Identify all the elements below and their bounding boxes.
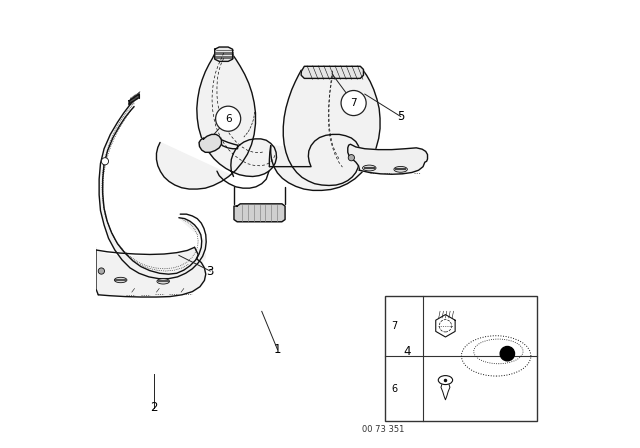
Polygon shape — [348, 144, 428, 174]
Polygon shape — [96, 247, 206, 297]
Text: 7: 7 — [350, 98, 357, 108]
Circle shape — [101, 158, 109, 165]
Circle shape — [500, 346, 515, 361]
Polygon shape — [271, 70, 380, 190]
Ellipse shape — [115, 277, 127, 283]
Bar — [385, 296, 538, 421]
Text: 00 73 351: 00 73 351 — [362, 425, 404, 434]
Polygon shape — [215, 47, 233, 61]
Polygon shape — [129, 94, 139, 104]
Text: 2: 2 — [150, 401, 158, 414]
Circle shape — [341, 90, 366, 116]
Text: 6: 6 — [392, 383, 398, 393]
Polygon shape — [99, 101, 206, 279]
Ellipse shape — [157, 279, 170, 284]
Polygon shape — [199, 134, 221, 152]
Ellipse shape — [394, 167, 408, 172]
Circle shape — [348, 155, 355, 161]
Ellipse shape — [438, 375, 452, 384]
Text: 3: 3 — [207, 264, 214, 278]
Circle shape — [99, 268, 104, 274]
Circle shape — [216, 106, 241, 131]
Text: 5: 5 — [397, 110, 404, 123]
Polygon shape — [234, 204, 285, 222]
Polygon shape — [157, 54, 276, 189]
Ellipse shape — [362, 165, 376, 171]
Text: 6: 6 — [225, 114, 232, 124]
Text: 1: 1 — [274, 343, 281, 356]
Polygon shape — [301, 66, 364, 78]
Text: 7: 7 — [392, 321, 398, 331]
Text: 4: 4 — [404, 345, 411, 358]
